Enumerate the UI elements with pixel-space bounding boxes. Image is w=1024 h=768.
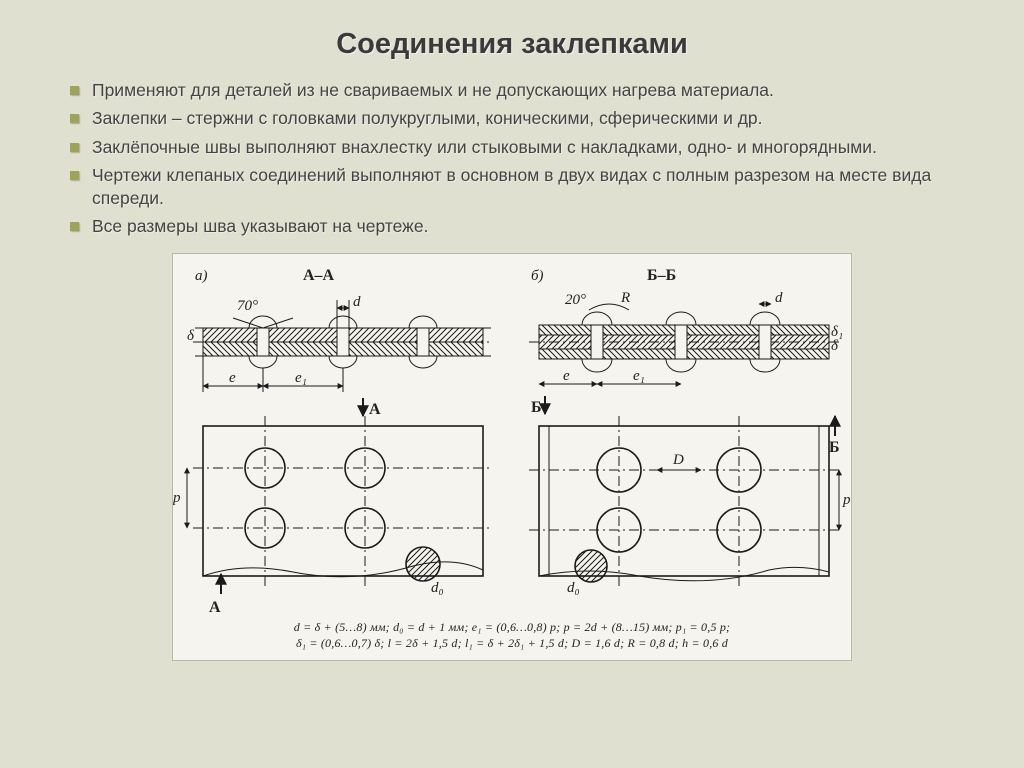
angle-a: 70° bbox=[237, 298, 258, 314]
bullet-item: Заклёпочные швы выполняют внахлестку или… bbox=[66, 136, 968, 159]
svg-text:d₀: d₀ bbox=[567, 580, 580, 596]
panel-b: б) Б–Б bbox=[529, 267, 851, 596]
dim-e: e bbox=[229, 370, 236, 386]
bullet-item: Заклепки – стержни с головками полукругл… bbox=[66, 107, 968, 130]
svg-text:R: R bbox=[620, 290, 630, 306]
bullet-item: Все размеры шва указывают на чертеже. bbox=[66, 215, 968, 238]
svg-text:d: d bbox=[775, 290, 783, 306]
bullet-item: Применяют для деталей из не свариваемых … bbox=[66, 79, 968, 102]
panel-a: а) А–А bbox=[173, 267, 493, 616]
formula-line-1: d = δ + (5…8) мм; d₀ = d + 1 мм; e₁ = (0… bbox=[187, 619, 837, 635]
dim-delta: δ bbox=[187, 328, 195, 344]
bullet-item: Чертежи клепаных соединений выполняют в … bbox=[66, 164, 968, 211]
bullet-list: Применяют для деталей из не свариваемых … bbox=[66, 79, 968, 239]
section-label-a: А–А bbox=[303, 267, 335, 284]
dim-e1: e₁ bbox=[295, 370, 307, 386]
slide: Соединения заклепками Применяют для дета… bbox=[0, 0, 1024, 768]
svg-text:e₁: e₁ bbox=[633, 368, 645, 384]
svg-text:20°: 20° bbox=[565, 292, 586, 308]
figure-container: а) А–А bbox=[56, 253, 968, 661]
svg-text:D: D bbox=[672, 452, 684, 468]
svg-text:δ: δ bbox=[831, 338, 839, 354]
section-label-b: Б–Б bbox=[647, 267, 676, 284]
dim-d0: d₀ bbox=[431, 580, 444, 596]
formula-block: d = δ + (5…8) мм; d₀ = d + 1 мм; e₁ = (0… bbox=[173, 619, 851, 651]
svg-text:А: А bbox=[209, 599, 221, 616]
drawing-svg: а) А–А bbox=[173, 254, 853, 624]
slide-title: Соединения заклепками bbox=[56, 28, 968, 61]
formula-line-2: δ₁ = (0,6…0,7) δ; l = 2δ + 1,5 d; l₁ = δ… bbox=[187, 635, 837, 651]
svg-text:Б: Б bbox=[829, 439, 840, 456]
svg-text:А: А bbox=[369, 401, 381, 418]
panel-tag-a: а) bbox=[195, 268, 208, 284]
panel-tag-b: б) bbox=[531, 268, 544, 284]
svg-text:e: e bbox=[563, 368, 570, 384]
section-arrow-a-left: А bbox=[209, 574, 221, 616]
svg-text:p: p bbox=[842, 492, 851, 508]
svg-text:Б: Б bbox=[531, 399, 542, 416]
dim-d: d bbox=[353, 294, 361, 310]
section-arrow-a-right: А bbox=[363, 398, 381, 418]
technical-drawing: а) А–А bbox=[172, 253, 852, 661]
svg-text:p: p bbox=[173, 490, 181, 506]
